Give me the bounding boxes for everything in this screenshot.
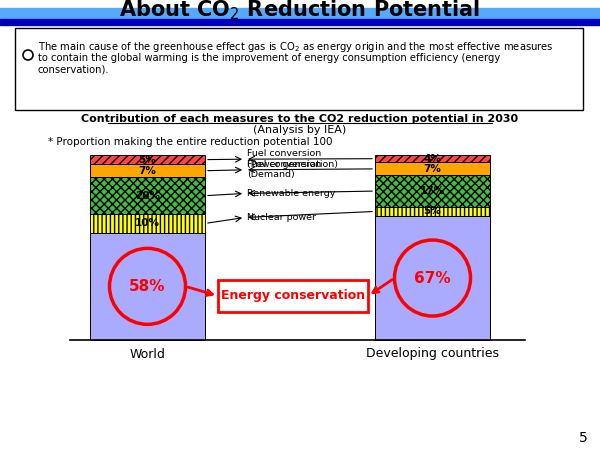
Text: 10%: 10% — [135, 218, 160, 229]
Text: 4%: 4% — [424, 154, 442, 164]
Text: World: World — [130, 347, 166, 360]
Text: Fuel conversion
(Power generation): Fuel conversion (Power generation) — [247, 149, 338, 169]
Bar — [375, 155, 490, 162]
Text: Renewable energy: Renewable energy — [247, 189, 335, 198]
Bar — [375, 162, 490, 176]
Text: conservation).: conservation). — [38, 64, 110, 74]
Text: 5%: 5% — [139, 155, 157, 165]
Text: 5%: 5% — [424, 207, 442, 216]
Text: The main cause of the greenhouse effect gas is CO$_2$ as energy origin and the m: The main cause of the greenhouse effect … — [38, 40, 554, 54]
Text: 67%: 67% — [414, 270, 451, 286]
Text: (Analysis by IEA): (Analysis by IEA) — [253, 125, 347, 135]
Bar — [90, 177, 205, 214]
Text: 17%: 17% — [420, 186, 445, 196]
Bar — [90, 214, 205, 233]
Text: * Proportion making the entire reduction potential 100: * Proportion making the entire reduction… — [48, 137, 332, 147]
Bar — [375, 207, 490, 216]
Text: Nuclear power: Nuclear power — [247, 213, 316, 222]
Bar — [375, 176, 490, 207]
Bar — [375, 216, 490, 340]
Bar — [90, 155, 205, 164]
Text: 20%: 20% — [135, 191, 160, 201]
Bar — [0, 8, 600, 20]
Bar — [90, 164, 205, 177]
Text: 58%: 58% — [129, 279, 166, 294]
Bar — [0, 19, 600, 25]
Text: About CO$_2$ Reduction Potential: About CO$_2$ Reduction Potential — [119, 0, 481, 22]
Text: Fuel conversion
(Demand): Fuel conversion (Demand) — [247, 160, 321, 180]
Bar — [218, 280, 368, 312]
Text: 5: 5 — [579, 431, 588, 445]
Text: Developing countries: Developing countries — [366, 347, 499, 360]
Bar — [15, 28, 583, 110]
Text: 7%: 7% — [139, 166, 157, 176]
Text: 7%: 7% — [424, 164, 442, 174]
Text: Energy conservation: Energy conservation — [221, 289, 365, 302]
Text: to contain the global warming is the improvement of energy consumption efficienc: to contain the global warming is the imp… — [38, 53, 500, 63]
Bar — [90, 233, 205, 340]
Text: Contribution of each measures to the CO2 reduction potential in 2030: Contribution of each measures to the CO2… — [82, 114, 518, 124]
